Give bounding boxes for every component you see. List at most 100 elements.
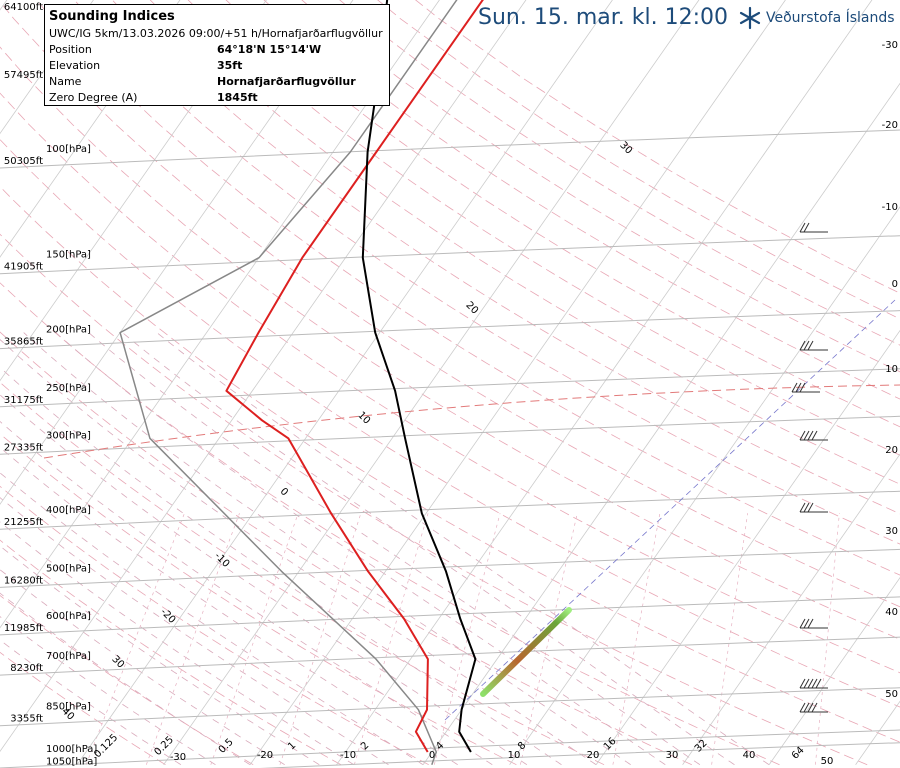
info-model-line: UWC/IG 5km/13.03.2026 09:00/+51 h/Hornaf…	[49, 27, 383, 40]
isotherm-label: 10	[355, 410, 372, 427]
right-axis-label: -30	[882, 40, 898, 51]
dry-adiabat	[0, 651, 166, 766]
lift-segment	[480, 607, 572, 697]
pressure-label: 1050[hPa]	[46, 757, 97, 768]
dry-adiabat	[0, 594, 254, 766]
isobar	[0, 636, 900, 676]
pressure-label: 1000[hPa]	[46, 744, 97, 755]
isobar	[0, 548, 900, 588]
moist-adiabat	[0, 366, 562, 766]
isotherm	[422, 82, 900, 765]
pressure-label: 600[hPa]	[46, 611, 91, 622]
dewpoint-line	[361, 0, 477, 753]
isotherm	[163, 0, 700, 765]
right-axis-label: 50	[885, 689, 898, 700]
right-axis-label: 20	[885, 445, 898, 456]
altitude-label: 16280ft	[4, 575, 43, 586]
dry-adiabat	[0, 433, 517, 766]
isotherm	[0, 0, 8, 11]
moist-adiabat	[0, 592, 251, 766]
axis-labels: 100[hPa]50305ft150[hPa]41905ft200[hPa]35…	[4, 2, 898, 768]
altitude-label: 3355ft	[10, 714, 43, 725]
info-value: Hornafjarðarflugvöllur	[217, 75, 356, 88]
zero-degree-line	[43, 384, 900, 459]
bottom-temp-label: 40	[743, 750, 756, 761]
wind-barb	[799, 502, 828, 513]
altitude-label: 50305ft	[4, 156, 43, 167]
isotherm	[595, 329, 900, 765]
isobar	[0, 415, 900, 455]
bottom-temp-label: -10	[340, 750, 356, 761]
wind-barb	[799, 702, 828, 713]
mixing-ratio-lines	[85, 513, 840, 765]
mixing-ratio-line	[612, 513, 661, 765]
isobar	[0, 490, 900, 530]
pressure-label: 250[hPa]	[46, 383, 91, 394]
isotherm	[509, 206, 900, 765]
moist-adiabat	[0, 497, 389, 766]
isotherm	[76, 0, 613, 765]
pressure-label: 150[hPa]	[46, 250, 91, 261]
dry-adiabat	[0, 233, 868, 766]
right-axis-label: -20	[882, 120, 898, 131]
wind-barb	[799, 222, 828, 233]
moist-adiabat	[156, 332, 770, 766]
moist-adiabat	[0, 616, 216, 766]
bottom-temp-label: 10	[508, 750, 521, 761]
info-value: 35ft	[217, 59, 243, 72]
moist-adiabat	[0, 472, 424, 766]
wind-barb	[799, 340, 828, 351]
isobar	[0, 368, 900, 408]
moist-adiabat	[122, 332, 735, 766]
altitude-label: 41905ft	[4, 262, 43, 273]
moist-adiabat	[0, 420, 493, 766]
wind-barb	[799, 678, 828, 689]
wind-barb	[799, 430, 828, 441]
altitude-label: 57495ft	[4, 70, 43, 81]
info-label: Zero Degree (A)	[49, 91, 138, 104]
right-axis-label: -10	[882, 202, 898, 213]
altitude-label: 8230ft	[10, 663, 43, 674]
isotherm	[0, 0, 94, 135]
pressure-label: 300[hPa]	[46, 430, 91, 441]
mixing-ratio-line	[210, 513, 299, 765]
info-value: 1845ft	[217, 91, 258, 104]
mixing-ratio-line	[433, 513, 501, 765]
bottom-temp-label: -30	[170, 752, 186, 763]
isotherm	[682, 453, 900, 765]
isotherm-label: -20	[158, 607, 177, 626]
dry-adiabat	[149, 0, 900, 485]
info-row-name: Name Hornafjarðarflugvöllur	[49, 74, 389, 90]
dry-adiabat	[415, 0, 900, 294]
isotherm	[768, 577, 900, 765]
moist-adiabat	[55, 332, 666, 766]
moist-adiabat	[23, 332, 631, 766]
bottom-temp-label: 50	[821, 756, 834, 767]
isotherm-label: 20	[463, 300, 480, 317]
bottom-temp-label: 30	[666, 750, 679, 761]
moist-adiabat	[88, 332, 701, 766]
right-axis-label: 30	[885, 526, 898, 537]
mixing-ratio-line	[353, 513, 429, 765]
isotherm	[336, 0, 873, 765]
mixing-ratio-label: 16	[602, 736, 619, 753]
info-label: Position	[49, 43, 92, 56]
special-lines	[43, 299, 900, 721]
isobar	[0, 235, 900, 275]
isobar	[0, 596, 900, 636]
info-label: Elevation	[49, 59, 101, 72]
mixing-ratio-line	[711, 513, 748, 765]
right-axis-label: 0	[892, 279, 898, 290]
mixing-ratio-line	[279, 513, 362, 765]
isobar	[259, 742, 900, 768]
pressure-label: 200[hPa]	[46, 325, 91, 336]
bottom-temp-label: 0	[429, 750, 435, 761]
mixing-ratio-line	[520, 513, 578, 765]
altitude-label: 21255ft	[4, 517, 43, 528]
temperature-line	[225, 0, 484, 753]
